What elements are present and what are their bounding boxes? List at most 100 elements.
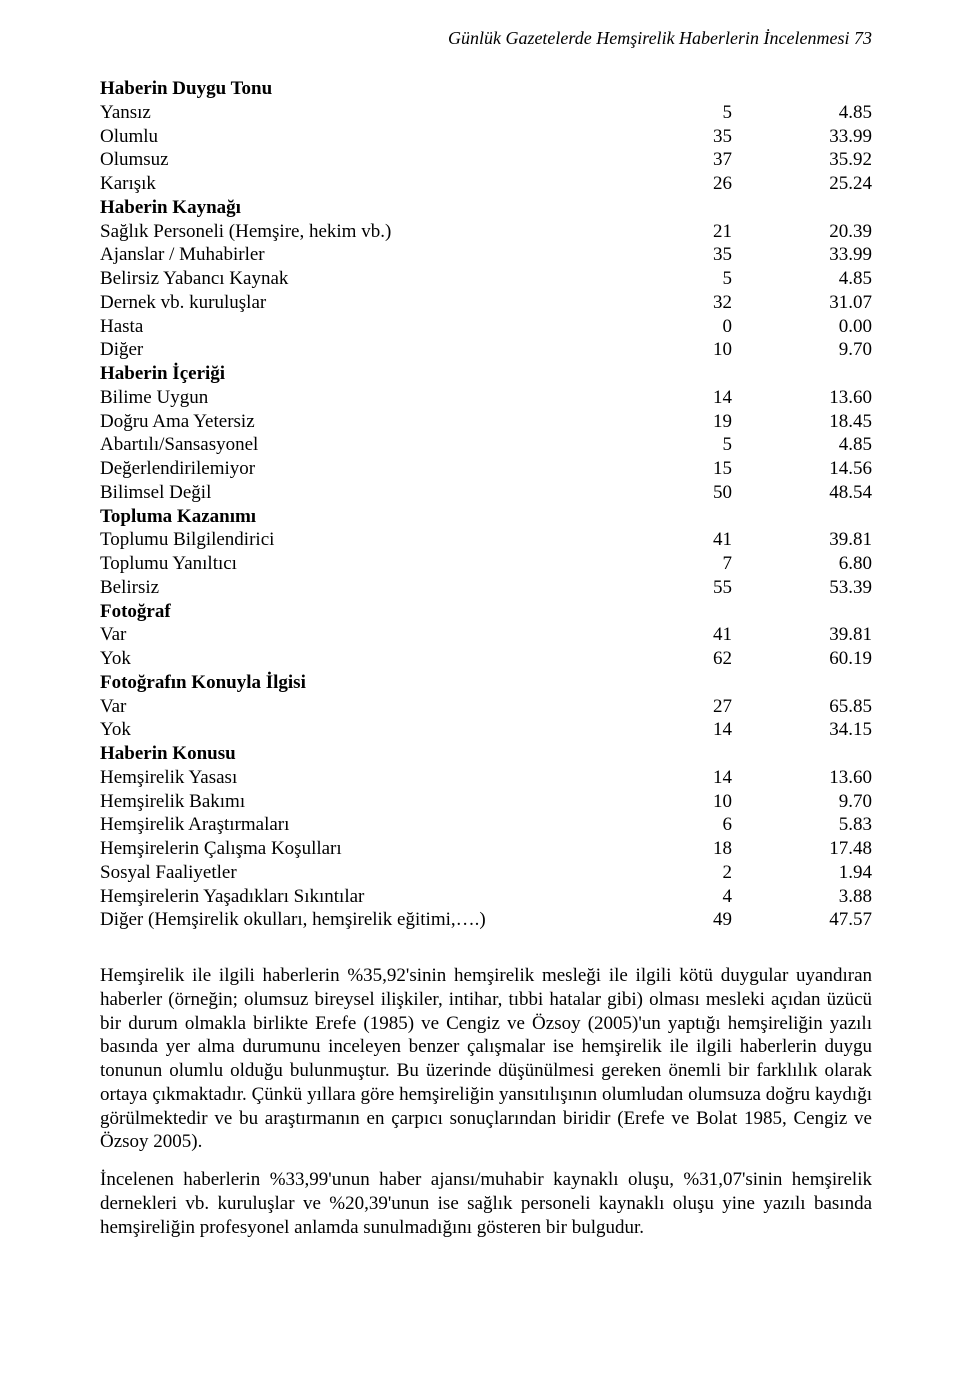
row-percent: 5.83 bbox=[732, 813, 872, 837]
row-percent: 39.81 bbox=[732, 623, 872, 647]
row-percent: 3.88 bbox=[732, 885, 872, 909]
row-label: Sosyal Faaliyetler bbox=[100, 861, 592, 885]
section-heading: Fotoğraf bbox=[100, 600, 872, 624]
row-label: Yok bbox=[100, 718, 592, 742]
section-title: Haberin Konusu bbox=[100, 742, 592, 766]
table-row: Yansız54.85 bbox=[100, 101, 872, 125]
table-row: Sağlık Personeli (Hemşire, hekim vb.)212… bbox=[100, 220, 872, 244]
row-count: 6 bbox=[592, 813, 732, 837]
table-row: Toplumu Yanıltıcı76.80 bbox=[100, 552, 872, 576]
row-percent: 17.48 bbox=[732, 837, 872, 861]
table-row: Hemşirelerin Çalışma Koşulları1817.48 bbox=[100, 837, 872, 861]
row-label: Hemşirelik Bakımı bbox=[100, 790, 592, 814]
row-count: 0 bbox=[592, 315, 732, 339]
section-title: Haberin Duygu Tonu bbox=[100, 77, 592, 101]
table-row: Ajanslar / Muhabirler3533.99 bbox=[100, 243, 872, 267]
row-percent: 65.85 bbox=[732, 695, 872, 719]
section-heading: Haberin Kaynağı bbox=[100, 196, 872, 220]
row-percent: 31.07 bbox=[732, 291, 872, 315]
section-title: Fotoğrafın Konuyla İlgisi bbox=[100, 671, 592, 695]
row-percent: 0.00 bbox=[732, 315, 872, 339]
row-count: 19 bbox=[592, 410, 732, 434]
row-label: Dernek vb. kuruluşlar bbox=[100, 291, 592, 315]
table-row: Bilime Uygun1413.60 bbox=[100, 386, 872, 410]
row-label: Hemşirelerin Çalışma Koşulları bbox=[100, 837, 592, 861]
row-percent: 9.70 bbox=[732, 790, 872, 814]
row-count: 14 bbox=[592, 386, 732, 410]
row-label: Diğer (Hemşirelik okulları, hemşirelik e… bbox=[100, 908, 592, 932]
row-label: Abartılı/Sansasyonel bbox=[100, 433, 592, 457]
table-row: Sosyal Faaliyetler21.94 bbox=[100, 861, 872, 885]
row-percent: 25.24 bbox=[732, 172, 872, 196]
row-count: 4 bbox=[592, 885, 732, 909]
table-row: Karışık2625.24 bbox=[100, 172, 872, 196]
section-heading: Haberin Duygu Tonu bbox=[100, 77, 872, 101]
row-count: 49 bbox=[592, 908, 732, 932]
page: Günlük Gazetelerde Hemşirelik Haberlerin… bbox=[0, 0, 960, 1379]
row-label: Toplumu Bilgilendirici bbox=[100, 528, 592, 552]
row-count: 27 bbox=[592, 695, 732, 719]
row-label: Var bbox=[100, 623, 592, 647]
row-label: Hasta bbox=[100, 315, 592, 339]
row-percent: 34.15 bbox=[732, 718, 872, 742]
row-count: 21 bbox=[592, 220, 732, 244]
row-count: 10 bbox=[592, 790, 732, 814]
row-percent: 4.85 bbox=[732, 267, 872, 291]
row-label: Hemşirelerin Yaşadıkları Sıkıntılar bbox=[100, 885, 592, 909]
row-label: Bilimsel Değil bbox=[100, 481, 592, 505]
running-header: Günlük Gazetelerde Hemşirelik Haberlerin… bbox=[100, 28, 872, 49]
table-row: Toplumu Bilgilendirici4139.81 bbox=[100, 528, 872, 552]
row-percent: 33.99 bbox=[732, 243, 872, 267]
row-label: Karışık bbox=[100, 172, 592, 196]
row-percent: 4.85 bbox=[732, 433, 872, 457]
table-row: Hemşirelik Araştırmaları65.83 bbox=[100, 813, 872, 837]
row-label: Yansız bbox=[100, 101, 592, 125]
row-label: Var bbox=[100, 695, 592, 719]
row-count: 15 bbox=[592, 457, 732, 481]
table-row: Belirsiz5553.39 bbox=[100, 576, 872, 600]
row-count: 14 bbox=[592, 766, 732, 790]
table-row: Var2765.85 bbox=[100, 695, 872, 719]
row-percent: 20.39 bbox=[732, 220, 872, 244]
table-row: Olumlu3533.99 bbox=[100, 125, 872, 149]
row-count: 37 bbox=[592, 148, 732, 172]
body-paragraph: İncelenen haberlerin %33,99'unun haber a… bbox=[100, 1168, 872, 1239]
row-count: 35 bbox=[592, 243, 732, 267]
row-percent: 13.60 bbox=[732, 766, 872, 790]
section-title: Haberin İçeriği bbox=[100, 362, 592, 386]
row-count: 62 bbox=[592, 647, 732, 671]
row-percent: 6.80 bbox=[732, 552, 872, 576]
row-percent: 35.92 bbox=[732, 148, 872, 172]
data-table: Haberin Duygu TonuYansız54.85Olumlu3533.… bbox=[100, 77, 872, 932]
row-label: Sağlık Personeli (Hemşire, hekim vb.) bbox=[100, 220, 592, 244]
row-count: 32 bbox=[592, 291, 732, 315]
body-paragraph: Hemşirelik ile ilgili haberlerin %35,92'… bbox=[100, 964, 872, 1154]
row-label: Olumsuz bbox=[100, 148, 592, 172]
row-count: 55 bbox=[592, 576, 732, 600]
table-row: Diğer (Hemşirelik okulları, hemşirelik e… bbox=[100, 908, 872, 932]
table-row: Dernek vb. kuruluşlar3231.07 bbox=[100, 291, 872, 315]
row-label: Olumlu bbox=[100, 125, 592, 149]
table-row: Hemşirelerin Yaşadıkları Sıkıntılar43.88 bbox=[100, 885, 872, 909]
table-row: Hemşirelik Yasası1413.60 bbox=[100, 766, 872, 790]
row-percent: 14.56 bbox=[732, 457, 872, 481]
row-label: Belirsiz Yabancı Kaynak bbox=[100, 267, 592, 291]
row-label: Toplumu Yanıltıcı bbox=[100, 552, 592, 576]
row-label: Bilime Uygun bbox=[100, 386, 592, 410]
row-label: Doğru Ama Yetersiz bbox=[100, 410, 592, 434]
row-count: 10 bbox=[592, 338, 732, 362]
row-count: 14 bbox=[592, 718, 732, 742]
row-percent: 48.54 bbox=[732, 481, 872, 505]
row-percent: 60.19 bbox=[732, 647, 872, 671]
row-label: Değerlendirilemiyor bbox=[100, 457, 592, 481]
table-row: Diğer109.70 bbox=[100, 338, 872, 362]
row-count: 5 bbox=[592, 433, 732, 457]
row-count: 7 bbox=[592, 552, 732, 576]
table-row: Hemşirelik Bakımı109.70 bbox=[100, 790, 872, 814]
row-count: 18 bbox=[592, 837, 732, 861]
body-text: Hemşirelik ile ilgili haberlerin %35,92'… bbox=[100, 964, 872, 1239]
table-row: Yok6260.19 bbox=[100, 647, 872, 671]
row-percent: 33.99 bbox=[732, 125, 872, 149]
table-row: Değerlendirilemiyor1514.56 bbox=[100, 457, 872, 481]
table-row: Olumsuz3735.92 bbox=[100, 148, 872, 172]
